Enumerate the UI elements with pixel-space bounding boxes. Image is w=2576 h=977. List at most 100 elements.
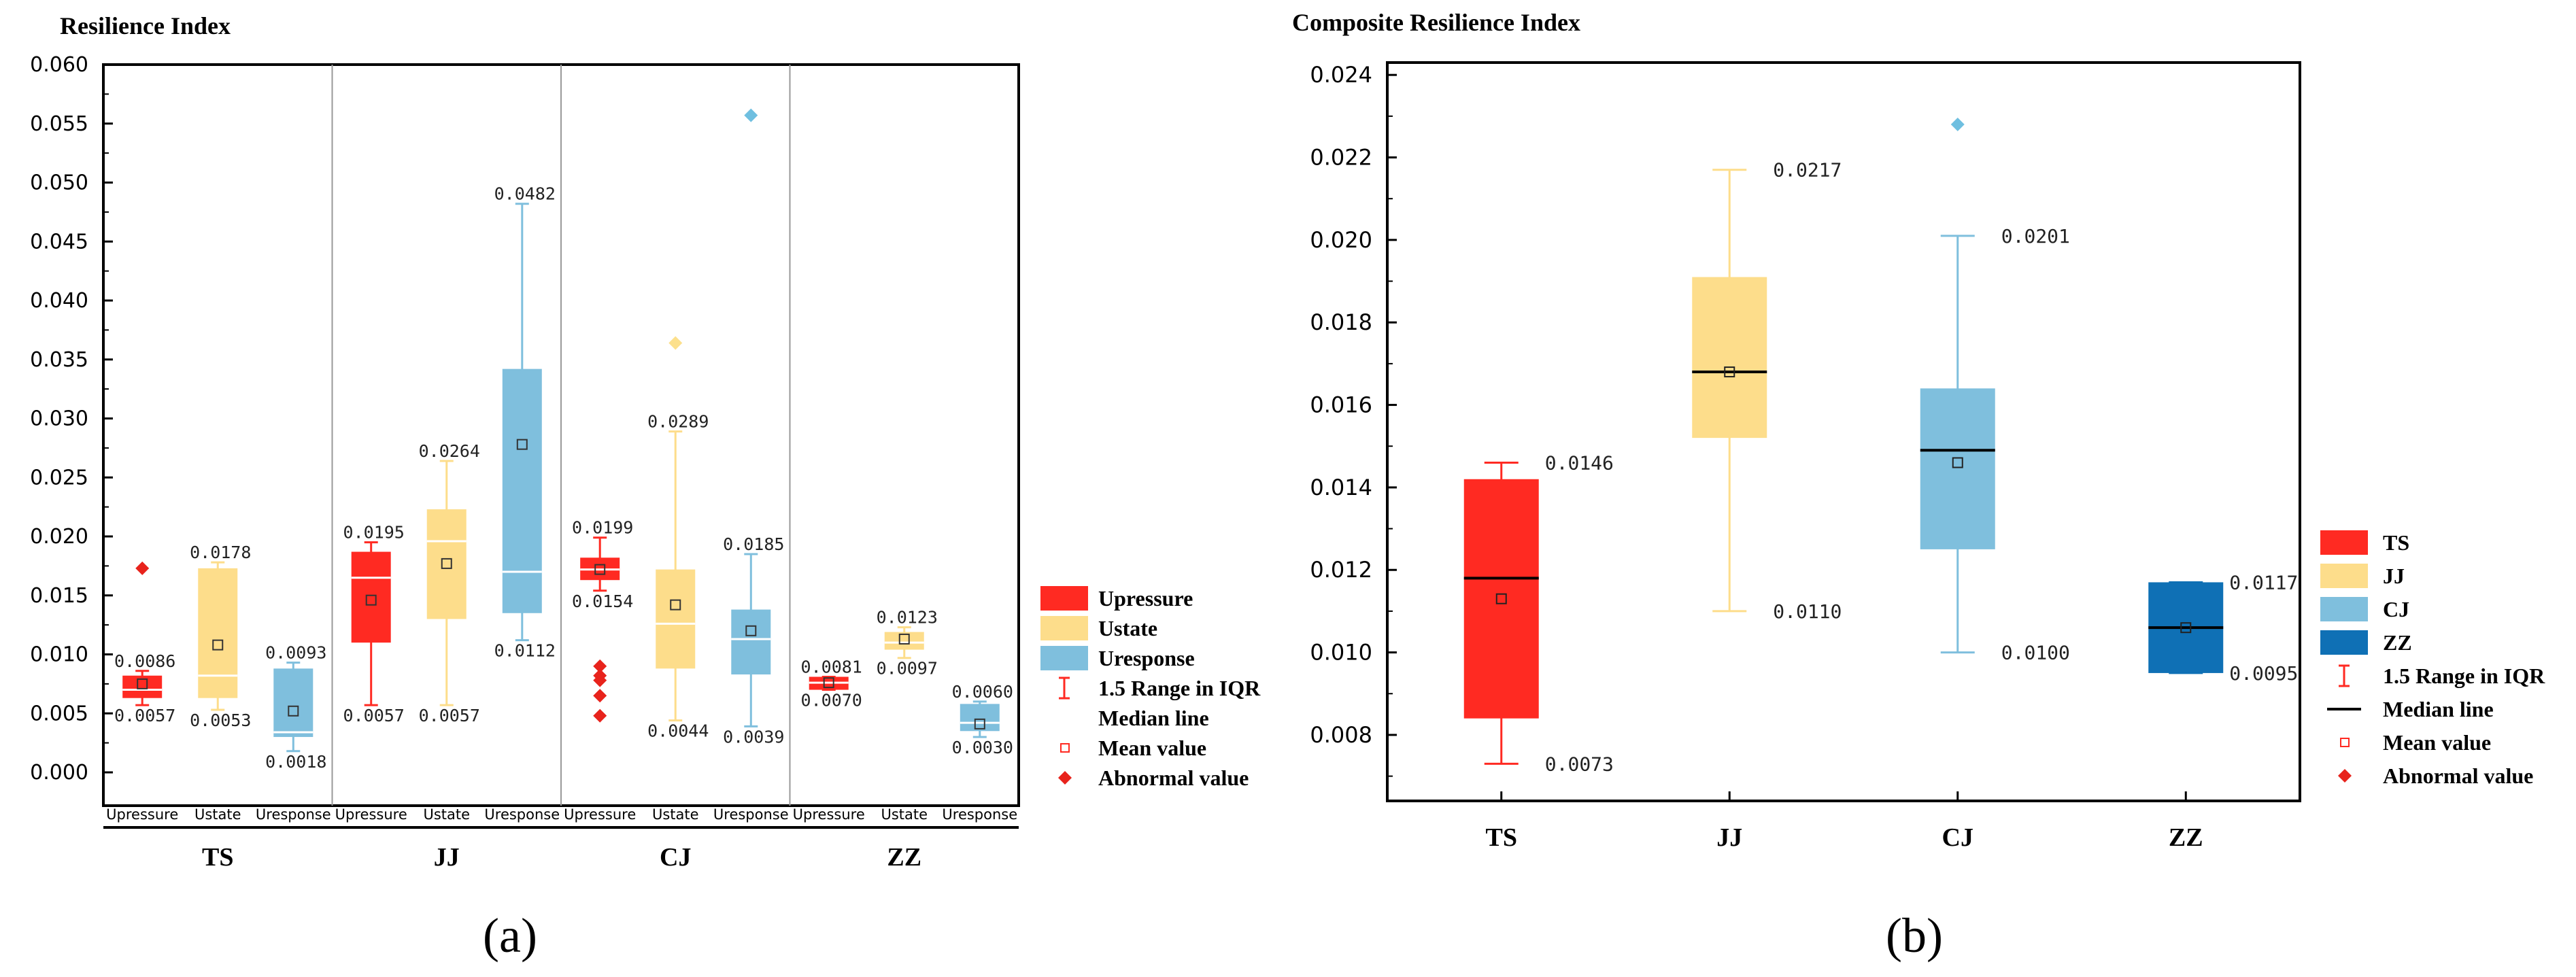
- box-mean-marker: [365, 594, 377, 606]
- chart-b-category-label: ZZ: [2169, 823, 2203, 852]
- chart-b-ytick-label: 0.010: [1310, 640, 1372, 666]
- box-outlier: [593, 708, 607, 723]
- legend-item: 1.5 Range in IQR: [1059, 676, 1261, 700]
- box-value-label: 0.0217: [1773, 159, 1842, 182]
- legend-diamond-icon: [1058, 771, 1072, 785]
- chart-a-box-CJ-Ustate: 0.0289 0.0044: [647, 336, 709, 741]
- box-value-label: 0.0039: [723, 727, 784, 747]
- chart-b-box-CJ: 0.0201 0.0100 CJ: [1920, 118, 2070, 852]
- box-body: [960, 704, 1000, 732]
- chart-a-ytick-label: 0.040: [30, 289, 88, 313]
- box-value-label: 0.0053: [190, 710, 251, 730]
- chart-a-subcategory-label: Upressure: [106, 806, 178, 823]
- chart-a-group-label: ZZ: [887, 843, 921, 872]
- chart-a-legend: Upressure Ustate Uresponse 1.5 Range in IQR…: [1040, 586, 1261, 790]
- chart-b-frame: [1386, 61, 2301, 802]
- box-mean-marker: [594, 564, 606, 575]
- chart-a-box-JJ-Upressure: 0.0195 0.0057: [343, 523, 405, 725]
- chart-b-box-ZZ: 0.0117 0.0095 ZZ: [2148, 571, 2298, 852]
- legend-label: Abnormal value: [2383, 764, 2533, 788]
- legend-label: Median line: [1098, 706, 1209, 730]
- legend-label: Uresponse: [1098, 646, 1195, 670]
- chart-a-box-TS-Uresponse: 0.0093 0.0018: [265, 643, 326, 772]
- box-outlier: [135, 561, 150, 575]
- chart-a-ytick-label: 0.005: [30, 702, 88, 725]
- box-outlier: [668, 336, 683, 350]
- legend-label: 1.5 Range in IQR: [2383, 664, 2545, 688]
- box-value-label: 0.0482: [494, 184, 556, 204]
- legend-label: Mean value: [2383, 730, 2491, 755]
- box-value-label: 0.0123: [877, 608, 938, 628]
- box-body: [656, 569, 696, 669]
- legend-item: TS: [2320, 530, 2409, 555]
- box-outlier: [593, 659, 607, 673]
- box-body: [426, 509, 467, 619]
- box-body: [502, 368, 542, 613]
- box-mean-marker: [1495, 593, 1507, 604]
- chart-b-ytick-label: 0.020: [1310, 227, 1372, 253]
- chart-a-subcategory-label: Uresponse: [713, 806, 789, 823]
- chart-a-ytick-label: 0.025: [30, 466, 88, 490]
- legend-item: Mean value: [1060, 736, 1206, 760]
- chart-b-ytick-label: 0.008: [1310, 722, 1372, 748]
- chart-a-ytick-label: 0.030: [30, 407, 88, 431]
- chart-a-subcategory-label: Upressure: [335, 806, 407, 823]
- chart-a-subcategory-label: Upressure: [564, 806, 636, 823]
- legend-item: Median line: [2327, 697, 2494, 721]
- box-value-label: 0.0073: [1545, 753, 1614, 775]
- legend-label: Median line: [2383, 697, 2494, 721]
- chart-a-box-TS-Upressure: 0.0086 0.0057: [114, 561, 175, 725]
- box-body: [1463, 479, 1539, 719]
- chart-b-category-label: CJ: [1942, 823, 1973, 852]
- panel-label-a: (a): [483, 908, 537, 963]
- chart-b-ytick-label: 0.024: [1310, 62, 1372, 88]
- chart-a-subcategory-label: Ustate: [194, 806, 241, 823]
- box-body: [198, 568, 238, 698]
- chart-a-ytick-label: 0.020: [30, 525, 88, 549]
- legend-item: Abnormal value: [1058, 766, 1249, 790]
- legend-swatch: [1040, 586, 1088, 611]
- legend-swatch: [2320, 630, 2368, 655]
- box-mean-marker: [1952, 457, 1963, 468]
- chart-b-ytick-label: 0.018: [1310, 309, 1372, 335]
- chart-a-box-ZZ-Ustate: 0.0123 0.0097: [877, 608, 938, 679]
- legend-item: Median line: [1098, 706, 1209, 730]
- box-body: [731, 609, 771, 674]
- box-mean-marker: [137, 678, 148, 689]
- box-value-label: 0.0110: [1773, 600, 1842, 623]
- box-value-label: 0.0100: [2001, 642, 2070, 664]
- legend-swatch: [1040, 646, 1088, 670]
- legend-swatch: [1040, 616, 1088, 640]
- legend-item: JJ: [2320, 564, 2405, 588]
- legend-item: Abnormal value: [2338, 764, 2533, 788]
- box-outlier: [744, 108, 758, 122]
- chart-a-subcategory-label: Ustate: [881, 806, 928, 823]
- box-mean-marker: [974, 718, 985, 730]
- legend-item: 1.5 Range in IQR: [2339, 664, 2545, 688]
- chart-b-category-label: JJ: [1716, 823, 1742, 852]
- box-value-label: 0.0093: [265, 643, 326, 663]
- box-value-label: 0.0057: [419, 706, 480, 725]
- chart-b: Composite Resilience Index 0.008 0.010 0.01…: [1292, 9, 2545, 963]
- box-mean-marker: [1724, 366, 1735, 378]
- box-mean-marker: [212, 639, 224, 651]
- box-value-label: 0.0154: [572, 592, 633, 611]
- chart-a-box-ZZ-Upressure: 0.0081 0.0070: [801, 657, 862, 710]
- legend-label: Mean value: [1098, 736, 1206, 760]
- chart-a-box-TS-Ustate: 0.0178 0.0053: [190, 543, 251, 730]
- box-value-label: 0.0018: [265, 752, 326, 772]
- legend-item: Uresponse: [1040, 646, 1195, 670]
- chart-a-box-JJ-Ustate: 0.0264 0.0057: [419, 441, 480, 725]
- chart-a-ytick-label: 0.015: [30, 584, 88, 608]
- box-value-label: 0.0199: [572, 518, 633, 538]
- legend-item: ZZ: [2320, 630, 2412, 655]
- box-value-label: 0.0044: [647, 721, 709, 741]
- chart-b-ytick-label: 0.016: [1310, 392, 1372, 418]
- box-value-label: 0.0112: [494, 641, 556, 661]
- legend-mean-icon: [1060, 743, 1070, 753]
- legend-label: 1.5 Range in IQR: [1098, 676, 1261, 700]
- box-value-label: 0.0146: [1545, 452, 1614, 475]
- panel-label-b: (b): [1886, 908, 1943, 963]
- box-mean-marker: [823, 677, 834, 689]
- chart-a-group-label: CJ: [660, 843, 691, 872]
